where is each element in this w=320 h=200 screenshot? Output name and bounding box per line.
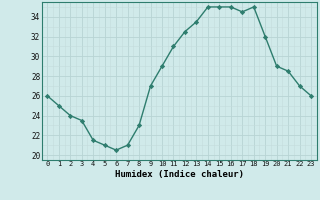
X-axis label: Humidex (Indice chaleur): Humidex (Indice chaleur) [115,170,244,179]
